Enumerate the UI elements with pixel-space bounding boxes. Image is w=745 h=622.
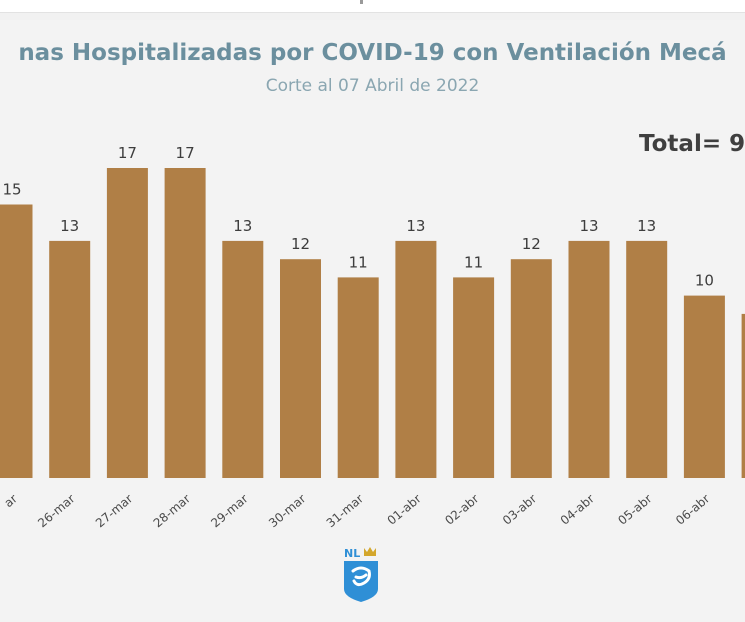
logo-text: NL — [344, 547, 360, 560]
x-tick-label: 29-mar — [208, 492, 250, 531]
value-label: 13 — [233, 217, 252, 235]
bar-ar — [0, 204, 33, 478]
bar-30-mar — [280, 259, 321, 478]
x-tick-label: 05-abr — [615, 492, 654, 528]
bar-06-abr — [683, 295, 725, 478]
value-label: 11 — [349, 253, 368, 271]
x-tick-label: 31-mar — [324, 492, 366, 531]
x-tick-label: 27-mar — [93, 492, 135, 531]
chart-subtitle: Corte al 07 Abril de 2022 — [265, 76, 480, 96]
value-label: 13 — [579, 217, 598, 235]
top-strip — [0, 0, 745, 13]
x-tick-label: 02-abr — [442, 492, 481, 528]
bar-28-mar — [164, 168, 206, 478]
x-tick-label: 30-mar — [266, 492, 308, 531]
x-tick-label: 04-abr — [558, 492, 597, 528]
x-tick-label: 06-abr — [673, 492, 712, 528]
bar-03-abr — [510, 259, 552, 478]
value-label: 17 — [176, 144, 195, 162]
value-label: 13 — [637, 217, 656, 235]
value-label: 13 — [406, 217, 425, 235]
x-tick-label: 03-abr — [500, 492, 539, 528]
nl-logo-icon: NL — [344, 547, 378, 602]
bar-04-abr — [568, 240, 610, 478]
value-label: 13 — [60, 217, 79, 235]
bar-29-mar — [222, 240, 264, 478]
chart-title: nas Hospitalizadas por COVID-19 con Vent… — [18, 40, 727, 66]
value-label: 17 — [118, 144, 137, 162]
value-label: 10 — [695, 272, 714, 290]
value-label: 15 — [2, 181, 21, 199]
value-label: 12 — [291, 235, 310, 253]
value-label: 11 — [464, 253, 483, 271]
bar-26-mar — [49, 240, 91, 478]
bar-05-abr — [626, 240, 668, 478]
bar-31-mar — [337, 277, 379, 478]
bar-01-abr — [395, 240, 437, 478]
bar-02-abr — [453, 277, 495, 478]
bar-07- — [741, 313, 745, 478]
x-tick-label: 28-mar — [151, 492, 193, 531]
x-tick-label: ar — [2, 492, 20, 511]
bar-27-mar — [106, 168, 148, 478]
top-divider-mark — [360, 0, 363, 4]
value-label: 12 — [522, 235, 541, 253]
x-tick-label: 01-abr — [385, 492, 424, 528]
x-tick-label: 26-mar — [35, 492, 77, 531]
total-label: Total= 9 — [639, 131, 745, 157]
